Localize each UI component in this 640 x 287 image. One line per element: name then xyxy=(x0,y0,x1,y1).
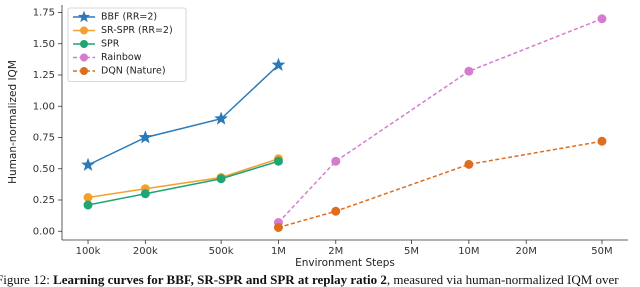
legend-marker xyxy=(80,26,88,35)
data-point xyxy=(273,223,283,232)
y-tick-label: 1.75 xyxy=(33,8,55,19)
x-axis-title: Environment Steps xyxy=(295,257,395,269)
data-point xyxy=(597,136,607,146)
series xyxy=(81,57,286,171)
data-point xyxy=(216,174,226,184)
data-point xyxy=(273,156,283,166)
data-point xyxy=(464,159,474,169)
series-line xyxy=(278,140,603,229)
series-line xyxy=(87,64,279,166)
legend-marker xyxy=(77,10,91,23)
series-line xyxy=(87,158,279,199)
y-tick-label: 0.75 xyxy=(33,133,55,144)
legend-marker xyxy=(80,67,88,75)
caption-bold: Learning curves for BBF, SR-SPR and SPR … xyxy=(53,272,387,287)
y-tick-label: 0.00 xyxy=(33,226,55,237)
data-point xyxy=(81,157,95,171)
x-tick-label: 5M xyxy=(404,246,419,257)
series xyxy=(83,154,283,202)
legend: BBF (RR=2) SR-SPR (RR=2) SPR Rainbow DQN (Na… xyxy=(67,7,187,82)
x-tick-label: 2M xyxy=(328,246,343,257)
legend-label: DQN (Nature) xyxy=(101,66,166,77)
caption-label: Figure 12: xyxy=(0,272,50,287)
x-tick-label: 1M xyxy=(271,246,286,257)
x-tick-label: 100k xyxy=(76,246,101,257)
legend-box xyxy=(67,7,187,82)
data-point xyxy=(83,200,93,210)
legend-label: SPR xyxy=(101,39,120,50)
legend-label: BBF (RR=2) xyxy=(101,12,157,23)
data-point xyxy=(214,111,228,125)
x-tick-label: 10M xyxy=(458,246,479,257)
series xyxy=(273,136,607,232)
data-point xyxy=(271,57,286,71)
data-point xyxy=(83,193,93,202)
y-tick-label: 1.50 xyxy=(33,39,55,50)
x-tick-label: 200k xyxy=(133,246,158,257)
y-axis-title: Human-normalized IQM xyxy=(7,60,19,184)
y-tick-label: 1.00 xyxy=(33,101,55,112)
data-point xyxy=(138,130,153,144)
series xyxy=(273,14,607,227)
data-point xyxy=(331,206,341,216)
legend-marker xyxy=(80,53,88,62)
x-tick-label: 500k xyxy=(209,246,234,257)
data-point xyxy=(140,189,150,199)
data-point xyxy=(597,14,607,24)
series-line xyxy=(277,18,603,224)
series xyxy=(83,156,283,210)
caption: Figure 12: Learning curves for BBF, SR-S… xyxy=(0,272,619,287)
legend-marker xyxy=(80,40,88,48)
y-tick-label: 0.50 xyxy=(33,164,55,175)
series-line xyxy=(87,160,279,206)
legend-label: Rainbow xyxy=(101,52,142,63)
data-point xyxy=(331,156,341,166)
caption-rest: , measured via human-normalized IQM over xyxy=(387,272,619,287)
x-tick-label: 20M xyxy=(516,246,537,257)
y-tick-label: 0.25 xyxy=(33,195,55,206)
y-tick-label: 1.25 xyxy=(33,70,55,81)
x-tick-label: 50M xyxy=(591,246,612,257)
legend-label: SR-SPR (RR=2) xyxy=(101,25,173,36)
data-point xyxy=(464,66,474,76)
